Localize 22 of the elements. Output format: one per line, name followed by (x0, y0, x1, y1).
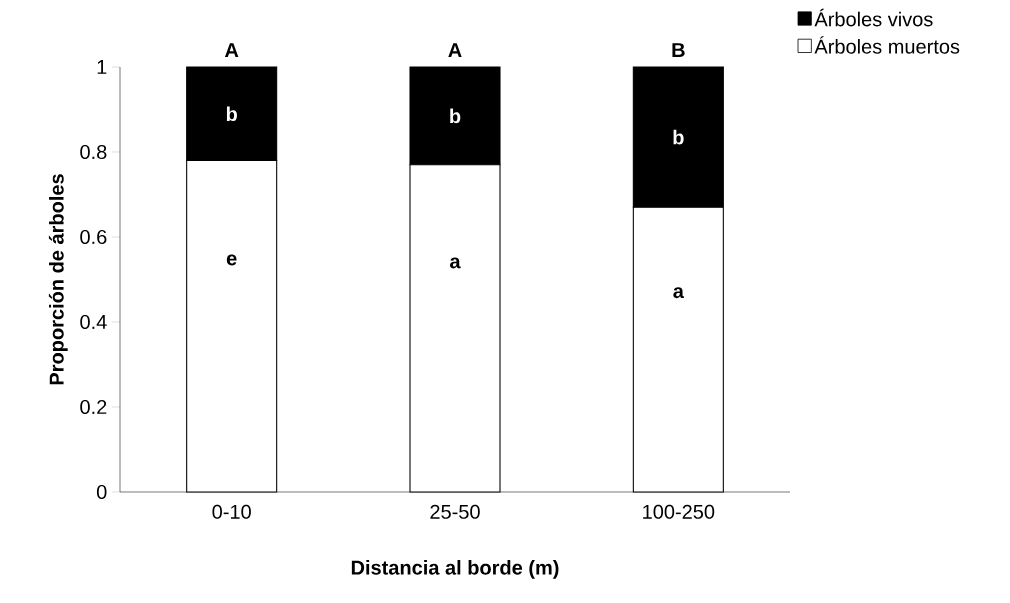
annotation: b (450, 108, 461, 124)
y-tick-label: 0.8 (80, 144, 107, 160)
legend-label: Árboles vivos (814, 8, 933, 27)
x-tick-label: 100-250 (643, 504, 715, 519)
y-axis-title: Proporción de árboles (48, 174, 68, 385)
annotation: b (673, 129, 684, 145)
x-tick-label: 0-10 (212, 504, 251, 519)
x-tick-label: 25-50 (430, 504, 480, 519)
annotation: b (226, 106, 237, 122)
annotation: e (226, 254, 237, 266)
annotation: a (450, 257, 461, 269)
y-tick-label: 0.2 (80, 399, 107, 415)
annotation: B (672, 43, 685, 57)
x-axis-title: Distancia al borde (m) (351, 560, 559, 579)
y-tick-label: 0.4 (80, 314, 107, 330)
annotation: A (224, 43, 239, 57)
annotation: A (448, 43, 462, 57)
annotation: a (673, 287, 685, 299)
y-tick-label: 0 (96, 484, 107, 500)
y-tick-label: 1 (97, 60, 107, 74)
y-tick-label: 0.6 (80, 229, 107, 245)
legend-label: Árboles muertos (814, 36, 960, 54)
